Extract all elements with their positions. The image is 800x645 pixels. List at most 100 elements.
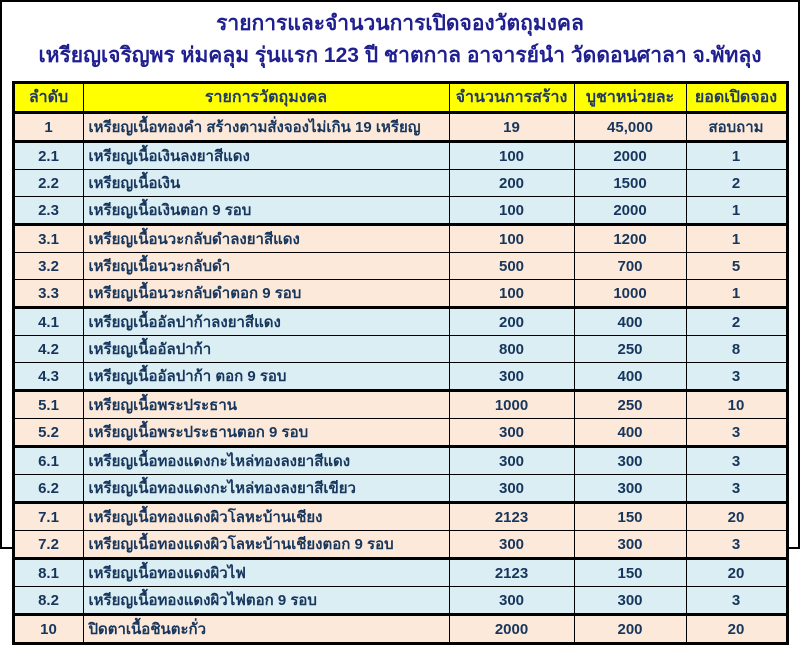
cell-item: เหรียญเนื้อเงินตอก 9 รอบ <box>82 196 450 225</box>
table-row: 5.2 เหรียญเนื้อพระประธานตอก 9 รอบ 300 400 3 <box>12 418 788 447</box>
cell-price: 1000 <box>573 279 687 308</box>
cell-price: 45,000 <box>573 112 687 142</box>
title-block: รายการและจำนวนการเปิดจองวัตถุมงคล เหรียญ… <box>2 2 798 73</box>
cell-no: 10 <box>12 613 84 644</box>
cell-made: 500 <box>448 252 575 280</box>
cell-price: 300 <box>573 445 687 475</box>
cell-no: 3.1 <box>12 223 84 253</box>
cell-reserved: 20 <box>685 557 788 587</box>
cell-item: เหรียญเนื้อทองแดงผิวไฟ <box>82 557 450 587</box>
table-row: 2.1 เหรียญเนื้อเงินลงยาสีแดง 100 2000 1 <box>12 140 788 170</box>
cell-no: 2.3 <box>12 196 84 225</box>
cell-no: 8.1 <box>12 557 84 587</box>
cell-made: 200 <box>448 306 575 336</box>
cell-reserved: 3 <box>685 586 788 615</box>
table-row: 3.2 เหรียญเนื้อนวะกลับดำ 500 700 5 <box>12 252 788 280</box>
table-row: 2.2 เหรียญเนื้อเงิน 200 1500 2 <box>12 169 788 197</box>
column-header: บูชาหน่วยละ <box>573 82 687 114</box>
cell-item: เหรียญเนื้อทองแดงกะไหล่ทองลงยาสีแดง <box>82 445 450 475</box>
cell-price: 400 <box>573 418 687 447</box>
cell-no: 3.2 <box>12 252 84 280</box>
cell-item: เหรียญเนื้อนวะกลับดำลงยาสีแดง <box>82 223 450 253</box>
cell-no: 5.2 <box>12 418 84 447</box>
cell-reserved: 3 <box>685 530 788 559</box>
cell-item: เหรียญเนื้ออัลปาก้า ตอก 9 รอบ <box>82 362 450 391</box>
table-row: 7.1 เหรียญเนื้อทองแดงผิวโลหะบ้านเชียง 2123… <box>12 501 788 531</box>
column-header: ลำดับ <box>12 82 84 114</box>
cell-reserved: 1 <box>685 196 788 225</box>
table-row: 1 เหรียญเนื้อทองคำ สร้างตามสั่งจองไม่เกิน… <box>12 112 788 142</box>
table-row: 6.2 เหรียญเนื้อทองแดงกะไหล่ทองลงยาสีเขียว… <box>12 474 788 503</box>
cell-no: 2.1 <box>12 140 84 170</box>
column-header: จำนวนการสร้าง <box>448 82 575 114</box>
cell-made: 2123 <box>448 501 575 531</box>
cell-item: เหรียญเนื้อพระประธาน <box>82 389 450 419</box>
page-subtitle: เหรียญเจริญพร ห่มคลุม รุ่นแรก 123 ปี ชาต… <box>38 44 762 67</box>
table-row: 4.2 เหรียญเนื้ออัลปาก้า 800 250 8 <box>12 335 788 363</box>
cell-price: 300 <box>573 586 687 615</box>
cell-made: 300 <box>448 418 575 447</box>
cell-reserved: 2 <box>685 169 788 197</box>
cell-item: เหรียญเนื้อเงินลงยาสีแดง <box>82 140 450 170</box>
page-title: รายการและจำนวนการเปิดจองวัตถุมงคล <box>216 12 584 35</box>
table-header: ลำดับ รายการวัตถุมงคล จำนวนการสร้าง บูชาหน่… <box>12 82 788 114</box>
cell-price: 2000 <box>573 140 687 170</box>
table-row: 10 ปิดตาเนื้อชินตะกั่ว 2000 200 20 <box>12 613 788 644</box>
cell-made: 2123 <box>448 557 575 587</box>
cell-item: เหรียญเนื้อทองแดงผิวโลหะบ้านเชียง <box>82 501 450 531</box>
table-row: 7.2 เหรียญเนื้อทองแดงผิวโลหะบ้านเชียงตอก … <box>12 530 788 559</box>
cell-no: 6.1 <box>12 445 84 475</box>
cell-price: 150 <box>573 557 687 587</box>
cell-made: 100 <box>448 223 575 253</box>
cell-price: 2000 <box>573 196 687 225</box>
table-row: 4.3 เหรียญเนื้ออัลปาก้า ตอก 9 รอบ 300 400 3 <box>12 362 788 391</box>
table-row: 2.3 เหรียญเนื้อเงินตอก 9 รอบ 100 2000 1 <box>12 196 788 225</box>
cell-no: 8.2 <box>12 586 84 615</box>
cell-price: 300 <box>573 474 687 503</box>
cell-reserved: 3 <box>685 445 788 475</box>
amulet-reservation-table: ลำดับ รายการวัตถุมงคล จำนวนการสร้าง บูชาหน่… <box>11 81 789 645</box>
cell-item: เหรียญเนื้อทองแดงผิวไฟตอก 9 รอบ <box>82 586 450 615</box>
cell-reserved: 1 <box>685 223 788 253</box>
table-row: 4.1 เหรียญเนื้ออัลปาก้าลงยาสีแดง 200 400 2 <box>12 306 788 336</box>
table-body: 1 เหรียญเนื้อทองคำ สร้างตามสั่งจองไม่เกิน… <box>12 112 788 644</box>
column-header: รายการวัตถุมงคล <box>82 82 450 114</box>
cell-made: 200 <box>448 169 575 197</box>
cell-price: 1200 <box>573 223 687 253</box>
cell-item: เหรียญเนื้อทองแดงกะไหล่ทองลงยาสีเขียว <box>82 474 450 503</box>
cell-no: 3.3 <box>12 279 84 308</box>
cell-no: 7.2 <box>12 530 84 559</box>
cell-price: 1500 <box>573 169 687 197</box>
cell-price: 400 <box>573 306 687 336</box>
cell-price: 250 <box>573 335 687 363</box>
cell-made: 100 <box>448 279 575 308</box>
cell-price: 200 <box>573 613 687 644</box>
cell-item: เหรียญเนื้อเงิน <box>82 169 450 197</box>
cell-reserved: 5 <box>685 252 788 280</box>
cell-reserved: 8 <box>685 335 788 363</box>
cell-reserved: 2 <box>685 306 788 336</box>
cell-no: 5.1 <box>12 389 84 419</box>
cell-reserved: 10 <box>685 389 788 419</box>
cell-item: เหรียญเนื้อนวะกลับดำ <box>82 252 450 280</box>
cell-reserved: 3 <box>685 418 788 447</box>
cell-item: เหรียญเนื้ออัลปาก้าลงยาสีแดง <box>82 306 450 336</box>
cell-item: เหรียญเนื้อพระประธานตอก 9 รอบ <box>82 418 450 447</box>
cell-made: 19 <box>448 112 575 142</box>
cell-made: 800 <box>448 335 575 363</box>
cell-reserved: 3 <box>685 474 788 503</box>
cell-reserved: 20 <box>685 613 788 644</box>
cell-item: ปิดตาเนื้อชินตะกั่ว <box>82 613 450 644</box>
cell-no: 6.2 <box>12 474 84 503</box>
table-row: 3.1 เหรียญเนื้อนวะกลับดำลงยาสีแดง 100 1200 1 <box>12 223 788 253</box>
cell-no: 2.2 <box>12 169 84 197</box>
cell-made: 100 <box>448 196 575 225</box>
table-row: 3.3 เหรียญเนื้อนวะกลับดำตอก 9 รอบ 100 1000 1 <box>12 279 788 308</box>
table-row: 8.1 เหรียญเนื้อทองแดงผิวไฟ 2123 150 20 <box>12 557 788 587</box>
cell-made: 1000 <box>448 389 575 419</box>
cell-reserved: 1 <box>685 279 788 308</box>
cell-made: 300 <box>448 530 575 559</box>
cell-price: 700 <box>573 252 687 280</box>
cell-item: เหรียญเนื้อทองคำ สร้างตามสั่งจองไม่เกิน … <box>82 112 450 142</box>
